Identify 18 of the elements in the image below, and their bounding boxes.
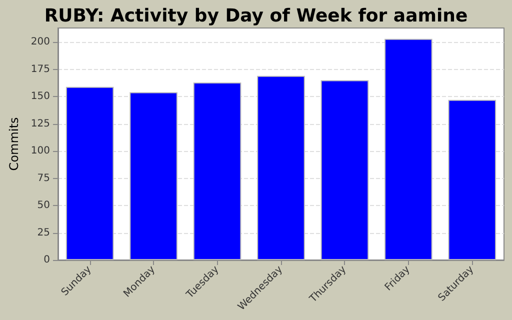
- y-tick-label: 150: [30, 91, 50, 102]
- y-axis-title: Commits: [7, 117, 21, 171]
- bar: [130, 92, 178, 260]
- y-tick-label: 125: [30, 118, 50, 130]
- bar: [384, 38, 432, 260]
- y-tick-label: 175: [30, 64, 50, 75]
- bar: [320, 80, 369, 260]
- y-tick-label: 200: [30, 36, 50, 48]
- y-tick-label: 100: [30, 146, 50, 157]
- y-tick-label: 0: [44, 254, 50, 266]
- bar: [66, 86, 114, 260]
- y-tick-label: 25: [37, 227, 50, 238]
- chart-title: RUBY: Activity by Day of Week for aamine: [44, 6, 468, 26]
- bar: [448, 100, 496, 260]
- bar: [193, 82, 242, 260]
- bar: [257, 76, 305, 260]
- y-tick-label: 50: [37, 200, 50, 212]
- y-tick-label: 75: [37, 172, 50, 184]
